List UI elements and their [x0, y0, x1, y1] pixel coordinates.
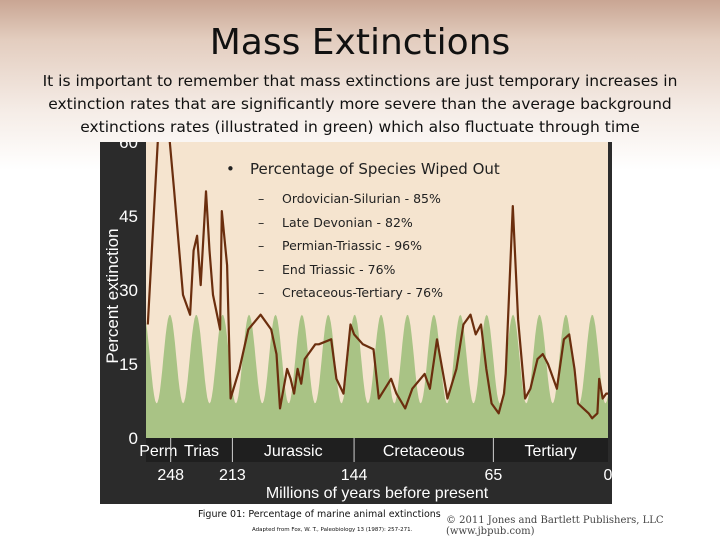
- bullet-item: – End Triassic - 76%: [258, 261, 396, 277]
- copyright-notice: © 2011 Jones and Bartlett Publishers, LL…: [446, 515, 664, 537]
- y-axis-label: Percent extinction: [103, 228, 122, 363]
- bullet-item: – Permian-Triassic - 96%: [258, 238, 422, 253]
- bullet-heading: • Percentage of Species Wiped Out: [226, 160, 500, 178]
- x-tick-label: 0: [604, 467, 612, 484]
- bullet-item: – Late Devonian - 82%: [258, 214, 413, 230]
- bullet-item: – Cretaceous-Tertiary - 76%: [258, 285, 444, 300]
- y-tick-label: 30: [119, 281, 138, 300]
- extinction-line: [146, 142, 608, 420]
- period-label: Cretaceous: [383, 443, 465, 460]
- x-tick-label: 144: [341, 467, 368, 484]
- bullet-item: – Ordovician-Silurian - 85%: [258, 191, 441, 206]
- x-tick-label: 213: [219, 467, 246, 484]
- period-label: Tertiary: [524, 443, 576, 460]
- period-label: Jurassic: [264, 443, 323, 460]
- y-tick-label: 45: [119, 207, 138, 226]
- x-tick-label: 248: [157, 467, 184, 484]
- period-bar: [146, 438, 608, 462]
- extinction-bullets: • Percentage of Species Wiped Out – Ordovi…: [226, 160, 500, 305]
- y-tick-label: 0: [129, 429, 138, 448]
- period-label: Trias: [184, 443, 219, 460]
- x-axis-label: Millions of years before present: [266, 485, 489, 502]
- figure-caption: Figure 01: Percentage of marine animal e…: [198, 509, 441, 520]
- figure-credit: Adapted from Fox, W. T., Paleobiology 13…: [252, 527, 413, 533]
- y-tick-label: 60: [119, 142, 138, 152]
- extinction-chart: 0 15 30 45 60 Percent extinction Perm Trias Jura…: [100, 142, 612, 504]
- x-tick-label: 65: [484, 467, 502, 484]
- period-label: Perm: [139, 443, 177, 460]
- slide-title: Mass Extinctions: [209, 22, 511, 63]
- slide-subtitle: It is important to remember that mass ex…: [42, 72, 678, 136]
- y-tick-label: 15: [119, 355, 138, 374]
